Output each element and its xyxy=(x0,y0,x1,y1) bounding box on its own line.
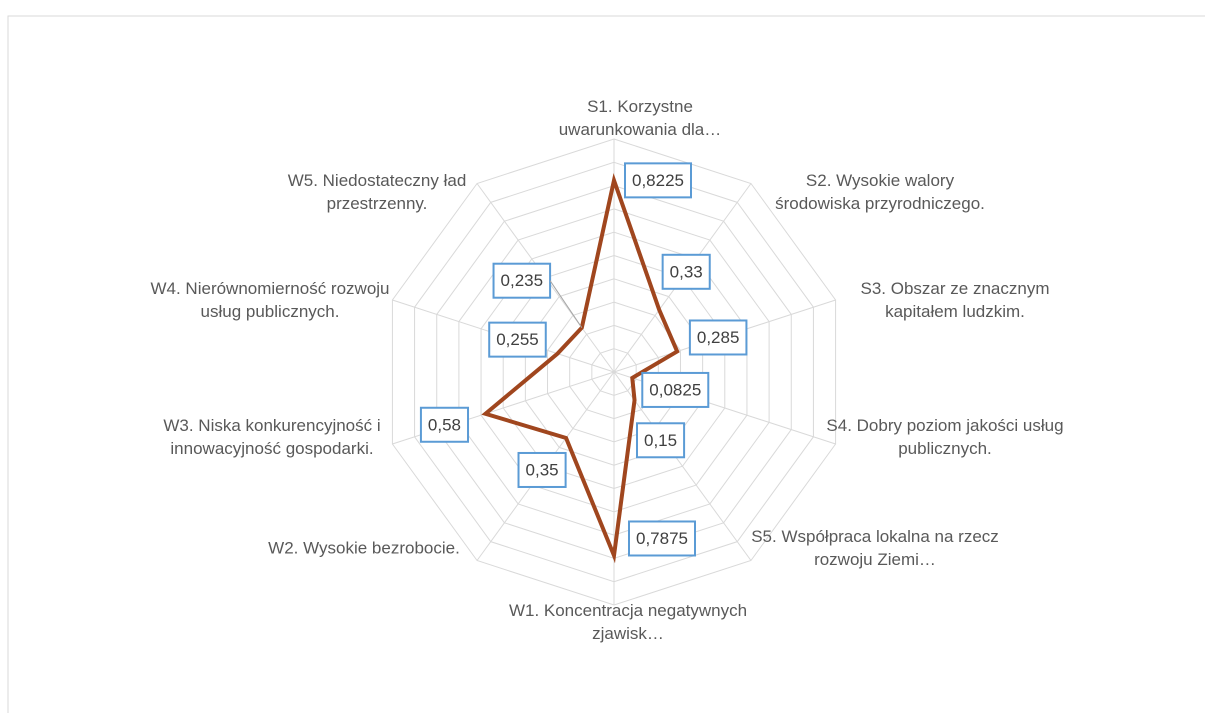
data-label: 0,15 xyxy=(644,431,677,450)
data-label-box xyxy=(488,321,547,358)
category-label: S4. Dobry poziom jakości usług publiczny… xyxy=(826,416,1064,458)
category-label: S5. Współpraca lokalna na rzecz rozwoju … xyxy=(751,527,999,569)
category-label: W3. Niska konkurencyjność i innowacyjnoś… xyxy=(163,416,381,458)
data-label-box xyxy=(624,162,692,199)
data-label-box xyxy=(635,422,686,459)
data-label-box xyxy=(641,371,710,408)
data-label-box xyxy=(628,520,696,557)
category-label: W2. Wysokie bezrobocie. xyxy=(268,538,460,558)
leader-line xyxy=(549,280,583,328)
chart-frame xyxy=(7,15,1205,713)
category-label: S3. Obszar ze znacznym kapitałem ludzkim… xyxy=(860,279,1050,321)
data-label: 0,0825 xyxy=(649,380,701,399)
data-label: 0,235 xyxy=(501,271,544,290)
data-label: 0,58 xyxy=(428,415,461,434)
data-label: 0,255 xyxy=(496,330,539,349)
data-label: 0,7875 xyxy=(636,529,688,548)
data-line xyxy=(481,173,680,564)
category-label: W5. Niedostateczny ład przestrzenny. xyxy=(287,171,467,213)
category-label: S2. Wysokie walory środowiska przyrodnic… xyxy=(775,171,985,213)
category-label: W4. Nierównomierność rozwoju usług publi… xyxy=(150,279,390,321)
category-label: S1. Korzystne uwarunkowania dla… xyxy=(558,97,722,139)
category-label: W1. Koncentracja negatywnych zjawisk… xyxy=(508,601,748,643)
data-label: 0,33 xyxy=(670,262,703,281)
data-label-box xyxy=(688,319,748,356)
data-label: 0,285 xyxy=(697,328,740,347)
data-label: 0,8225 xyxy=(632,171,684,190)
spoke xyxy=(613,371,752,561)
data-label-box xyxy=(419,406,470,443)
data-label: 0,35 xyxy=(526,460,559,479)
data-label-box xyxy=(517,451,567,488)
data-label-box xyxy=(661,253,711,290)
